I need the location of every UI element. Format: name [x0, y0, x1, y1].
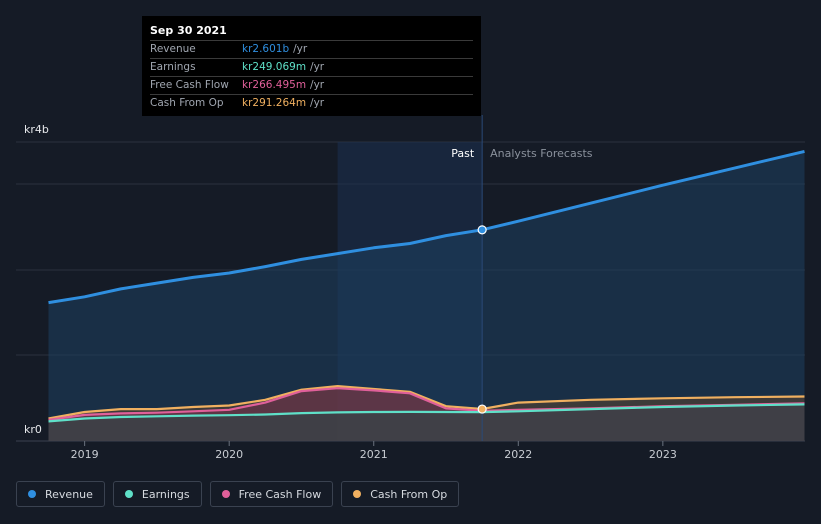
x-axis-ticks: 2019 2020 2021 2022 2023	[71, 441, 677, 461]
earnings-line	[48, 403, 805, 423]
x-tick-label: 2019	[71, 448, 99, 461]
tooltip-label: Earnings	[150, 61, 196, 73]
tooltip-row-earnings: Earnings kr249.069m /yr	[150, 58, 473, 75]
series-layer	[48, 149, 805, 441]
tooltip-unit: /yr	[310, 79, 325, 91]
earnings-area	[48, 404, 805, 441]
forecast-label: Analysts Forecasts	[490, 147, 593, 160]
legend-label: Free Cash Flow	[238, 487, 322, 501]
revenue-marker[interactable]	[477, 225, 487, 235]
x-tick-label: 2023	[649, 448, 677, 461]
tooltip-row-cash-from-op: Cash From Op kr291.264m /yr	[150, 94, 473, 111]
tooltip-unit: /yr	[293, 43, 308, 55]
tooltip-unit: /yr	[310, 61, 325, 73]
tooltip-row-revenue: Revenue kr2.601b /yr	[150, 40, 473, 57]
tooltip-date: Sep 30 2021	[150, 24, 227, 37]
cash-marker[interactable]	[477, 404, 487, 414]
x-tick-label: 2021	[360, 448, 388, 461]
legend-dot-icon	[221, 490, 230, 498]
tooltip-label: Revenue	[150, 43, 196, 55]
legend-item-cash-from-op[interactable]: Cash From Op	[341, 481, 460, 507]
legend-dot-icon	[28, 490, 36, 498]
tooltip: Sep 30 2021 Revenue kr2.601b /yr Earning…	[142, 16, 481, 116]
y-tick-label: kr4b	[24, 123, 49, 136]
past-label: Past	[451, 147, 475, 160]
tooltip-unit: /yr	[310, 97, 325, 109]
revenue-line	[48, 149, 805, 305]
tooltip-value: kr266.495m	[242, 79, 307, 91]
tooltip-value: kr291.264m	[242, 97, 307, 109]
x-tick-label: 2022	[504, 448, 532, 461]
tooltip-value: kr249.069m	[242, 61, 307, 73]
y-tick-label: kr0	[24, 423, 42, 436]
tooltip-label: Cash From Op	[150, 97, 224, 109]
revenue-area	[48, 151, 805, 441]
y-axis-labels: kr4b kr0	[24, 123, 49, 436]
legend-item-free-cash-flow[interactable]: Free Cash Flow	[209, 481, 334, 507]
legend-label: Earnings	[141, 487, 190, 501]
x-tick-label: 2020	[215, 448, 243, 461]
legend-dot-icon	[353, 490, 362, 498]
legend: Revenue Earnings Free Cash Flow Cash Fro…	[16, 481, 460, 507]
cash-from-op-line	[48, 385, 805, 420]
tooltip-row-free-cash-flow: Free Cash Flow kr266.495m /yr	[150, 76, 473, 93]
legend-label: Cash From Op	[370, 487, 448, 501]
legend-item-earnings[interactable]: Earnings	[112, 481, 202, 507]
legend-label: Revenue	[45, 487, 93, 501]
legend-item-revenue[interactable]: Revenue	[16, 481, 105, 507]
tooltip-value: kr2.601b	[242, 43, 290, 55]
chart-area: Past Analysts Forecasts kr4b kr0 2019 2020…	[16, 115, 805, 461]
tooltip-label: Free Cash Flow	[150, 79, 229, 91]
legend-dot-icon	[124, 490, 133, 498]
